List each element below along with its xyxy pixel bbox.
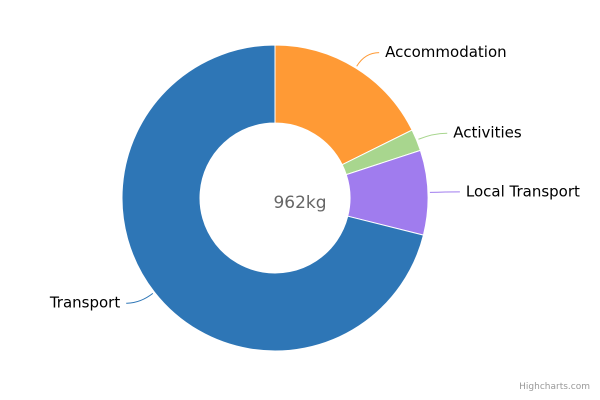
label-accommodation: Accommodation xyxy=(385,43,507,61)
label-activities: Activities xyxy=(453,124,522,142)
slices-group xyxy=(121,44,429,352)
connector-local-transport xyxy=(429,191,460,193)
connector-activities xyxy=(418,132,448,140)
label-transport: Transport xyxy=(49,294,121,312)
slice-transport[interactable] xyxy=(121,44,425,352)
slice-accommodation[interactable] xyxy=(274,44,413,166)
credit-link[interactable]: Highcharts.com xyxy=(519,382,590,392)
labels-group: Accommodation Activities Local Transport Tr… xyxy=(49,43,580,312)
connector-accommodation xyxy=(356,52,380,67)
connectors-group xyxy=(126,52,460,304)
connector-transport xyxy=(126,292,154,304)
label-local-transport: Local Transport xyxy=(466,182,580,200)
center-total-label: 962kg xyxy=(273,193,326,213)
